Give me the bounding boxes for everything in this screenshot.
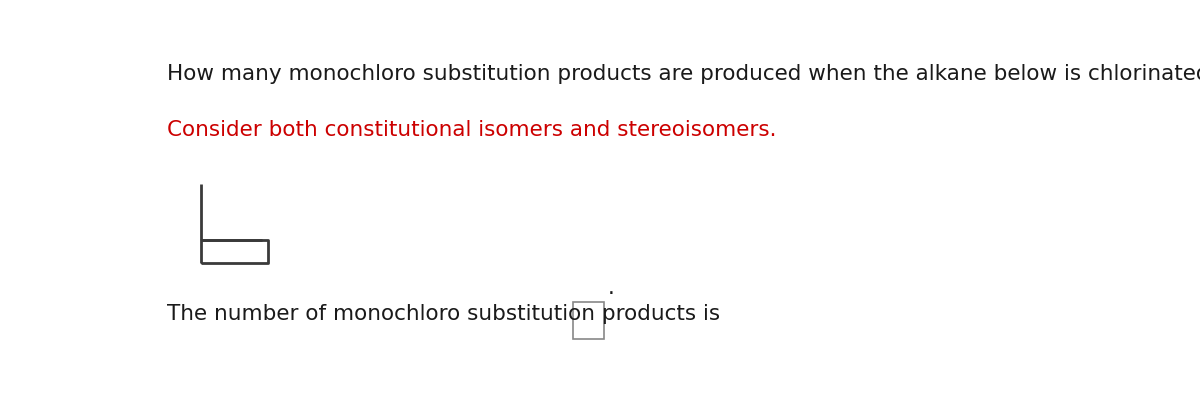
Text: .: . [607, 278, 614, 299]
FancyBboxPatch shape [574, 302, 604, 339]
Text: The number of monochloro substitution products is: The number of monochloro substitution pr… [167, 304, 720, 324]
Text: How many monochloro substitution products are produced when the alkane below is : How many monochloro substitution product… [167, 64, 1200, 84]
Text: Consider both constitutional isomers and stereoisomers.: Consider both constitutional isomers and… [167, 119, 776, 140]
